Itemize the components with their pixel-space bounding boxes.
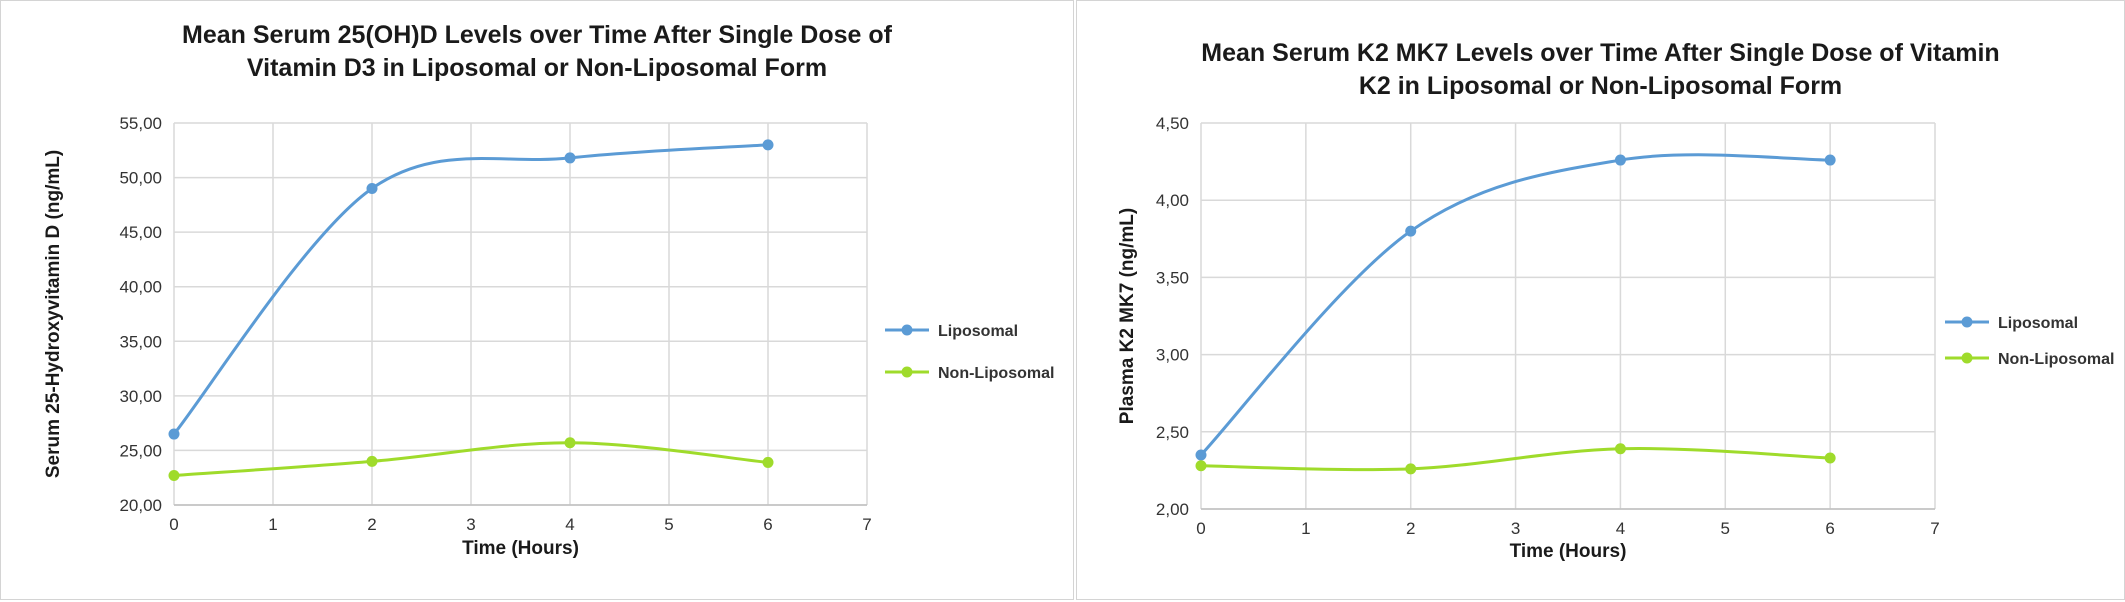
x-tick-label: 6 [1825,519,1834,538]
legend-label: Liposomal [1998,315,2078,332]
y-tick-label: 4,00 [1156,191,1189,210]
chart-title: Mean Serum 25(OH)D Levels over Time Afte… [1,19,1073,85]
data-point [1614,154,1626,166]
x-tick-label: 0 [169,515,178,534]
y-tick-label: 35,00 [119,332,162,351]
gridlines [1200,122,1936,510]
legend-marker [1961,352,1973,364]
y-tick-label: 2,00 [1156,500,1189,519]
legend-label: Non-Liposomal [938,365,1054,382]
series-line [1200,447,1831,472]
x-tick-label: 0 [1196,519,1205,538]
vitamin-d3-line-chart: 20,00 25,00 30,00 35,00 40,00 45,00 50,00 55,00… [43,114,1054,559]
y-tick-label: 55,00 [119,114,162,133]
chart-title-line-2: K2 in Liposomal or Non-Liposomal Form [1358,72,1843,100]
data-point [366,182,378,194]
legend-marker [901,366,913,378]
chart-title-line-2: Vitamin D3 in Liposomal or Non-Liposomal… [246,54,828,82]
y-axis-title: Serum 25-Hydroxyvitamin D (ng/mL) [43,150,64,478]
data-point [564,152,576,164]
data-point [762,456,774,468]
data-point [1405,225,1417,237]
y-tick-label: 45,00 [119,223,162,242]
data-point [564,437,576,449]
x-tick-label: 3 [466,515,475,534]
y-tick-label: 25,00 [119,441,162,460]
x-tick-label: 4 [1616,519,1625,538]
data-point [1405,463,1417,475]
y-tick-label: 4,50 [1156,114,1189,133]
series-liposomal [168,139,774,440]
x-tick-label: 2 [1406,519,1415,538]
chart-title-line-1: Mean Serum 25(OH)D Levels over Time Afte… [182,21,892,49]
x-axis-title: Time (Hours) [1510,541,1627,562]
chart-title: Mean Serum K2 MK7 Levels over Time After… [1077,37,2124,103]
vitamin-k2-chart-panel: Mean Serum K2 MK7 Levels over Time After… [1076,0,2125,600]
series-non-liposomal [168,437,774,482]
series-liposomal [1195,153,1836,461]
y-tick-label: 30,00 [119,387,162,406]
y-tick-label: 3,00 [1156,346,1189,365]
chart-title-line-1: Mean Serum K2 MK7 Levels over Time After… [1201,39,2000,67]
data-point [168,470,180,482]
data-point [366,455,378,467]
y-tick-label: 40,00 [119,278,162,297]
x-tick-label: 5 [664,515,673,534]
data-point [1824,154,1836,166]
data-point [1195,449,1207,461]
x-tick-label: 5 [1721,519,1730,538]
y-tick-label: 20,00 [119,496,162,515]
x-axis-title: Time (Hours) [462,538,579,559]
x-tick-label: 6 [763,515,772,534]
legend-entry: Non-Liposomal [885,365,1054,382]
legend-label: Non-Liposomal [1998,351,2114,368]
x-tick-label: 4 [565,515,574,534]
vitamin-k2-line-chart: 2,00 2,50 3,00 3,50 4,00 4,50 0 1 2 3 4 5 6 7 Time (Ho… [1117,114,2114,562]
legend-entry: Liposomal [885,323,1018,340]
series-non-liposomal [1195,443,1836,475]
x-tick-label: 2 [367,515,376,534]
data-point [168,428,180,440]
y-tick-label: 50,00 [119,169,162,188]
legend-label: Liposomal [938,323,1018,340]
legend-marker [1961,316,1973,328]
y-tick-label: 2,50 [1156,423,1189,442]
series-line [172,143,769,435]
y-tick-label: 3,50 [1156,268,1189,287]
x-tick-label: 7 [862,515,871,534]
legend-marker [901,324,913,336]
data-point [762,139,774,151]
series-line [1199,153,1831,456]
legend-entry: Liposomal [1945,315,2078,332]
x-tick-label: 1 [1301,519,1310,538]
x-tick-label: 7 [1930,519,1939,538]
x-tick-label: 1 [268,515,277,534]
y-axis-title: Plasma K2 MK7 (ng/mL) [1117,208,1138,424]
vitamin-d3-chart-panel: Mean Serum 25(OH)D Levels over Time Afte… [0,0,1074,600]
series-line [173,441,769,478]
legend-entry: Non-Liposomal [1945,351,2114,368]
data-point [1195,460,1207,472]
x-tick-label: 3 [1511,519,1520,538]
data-point [1614,443,1626,455]
gridlines [173,122,868,506]
data-point [1824,452,1836,464]
